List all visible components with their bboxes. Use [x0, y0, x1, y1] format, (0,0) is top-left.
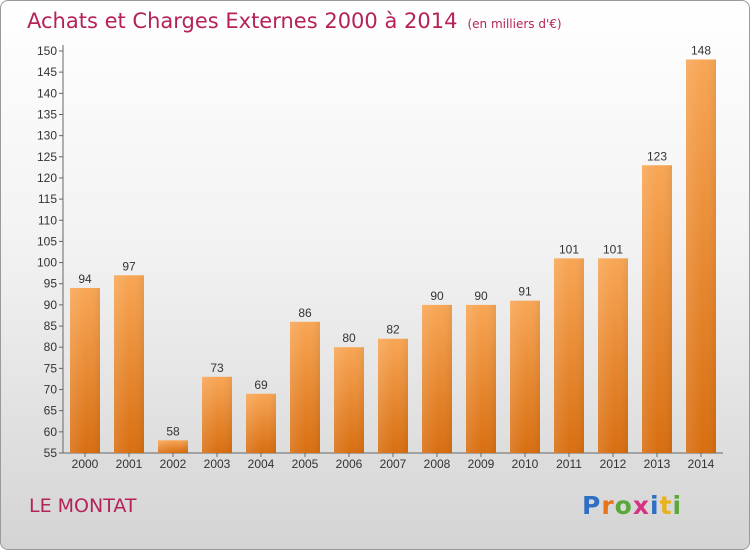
- x-tick-label: 2009: [468, 457, 495, 471]
- bar-shine: [378, 338, 408, 453]
- chart-title: Achats et Charges Externes 2000 à 2014 (e…: [27, 9, 562, 33]
- chart-title-text: Achats et Charges Externes 2000 à 2014: [27, 9, 458, 33]
- bar-shine: [70, 287, 100, 453]
- bar-shine: [290, 321, 320, 453]
- y-tick-label: 125: [37, 150, 57, 164]
- bar-shine: [334, 347, 364, 453]
- bar-value-label: 101: [603, 242, 623, 256]
- y-tick-label: 110: [38, 213, 57, 227]
- x-tick-label: 2001: [116, 457, 143, 471]
- bar-value-label: 148: [691, 43, 711, 57]
- y-tick-label: 65: [44, 404, 58, 418]
- y-tick-label: 135: [37, 107, 57, 121]
- bar-value-label: 97: [122, 259, 136, 273]
- y-tick-label: 55: [44, 446, 58, 460]
- x-tick-label: 2003: [204, 457, 231, 471]
- x-tick-label: 2005: [292, 457, 319, 471]
- bar-shine: [510, 300, 540, 453]
- y-tick-label: 85: [44, 319, 58, 333]
- y-tick-label: 145: [37, 65, 57, 79]
- bar-value-label: 91: [518, 285, 532, 299]
- y-tick-label: 120: [37, 171, 57, 185]
- bar-shine: [686, 59, 716, 453]
- y-tick-label: 105: [37, 234, 57, 248]
- bar-value-label: 80: [342, 331, 356, 345]
- y-tick-label: 70: [44, 383, 58, 397]
- y-tick-label: 75: [44, 361, 58, 375]
- bar-shine: [642, 165, 672, 453]
- bar-shine: [554, 258, 584, 453]
- y-tick-label: 140: [37, 86, 57, 100]
- bar-value-label: 101: [559, 242, 579, 256]
- y-tick-label: 130: [37, 129, 57, 143]
- x-tick-label: 2010: [512, 457, 539, 471]
- axes: 55 60 65 70 75 80 85 90 95 100 105 110 115 120 125 130 1…: [37, 44, 723, 471]
- commune-name: LE MONTAT: [29, 495, 137, 517]
- bar-shine: [114, 275, 144, 453]
- bar-shine: [246, 393, 276, 453]
- y-tick-label: 95: [44, 277, 58, 291]
- proxiti-logo: Proxiti: [582, 491, 683, 520]
- x-tick-label: 2008: [424, 457, 451, 471]
- x-tick-label: 2014: [688, 457, 715, 471]
- bar-value-label: 123: [647, 149, 667, 163]
- x-tick-label: 2011: [556, 457, 582, 471]
- bar-value-label: 86: [298, 306, 312, 320]
- bar-value-label: 73: [210, 361, 224, 375]
- x-tick-label: 2000: [72, 457, 99, 471]
- bar-value-label: 58: [166, 424, 180, 438]
- y-tick-label: 60: [44, 425, 58, 439]
- bar-shine: [466, 304, 496, 453]
- x-tick-label: 2007: [380, 457, 407, 471]
- x-tick-label: 2002: [160, 457, 187, 471]
- x-tick-label: 2012: [600, 457, 627, 471]
- y-tick-label: 80: [44, 340, 58, 354]
- bar-value-label: 94: [78, 272, 92, 286]
- x-tick-label: 2013: [644, 457, 671, 471]
- y-tick-label: 100: [37, 256, 57, 270]
- bar-value-label: 82: [386, 323, 400, 337]
- bars-group: [70, 59, 716, 453]
- bar-value-label: 90: [430, 289, 444, 303]
- bar-shine: [422, 304, 452, 453]
- bar-shine: [202, 376, 232, 453]
- chart-unit: (en milliers d'€): [467, 17, 562, 31]
- y-tick-label: 150: [37, 44, 57, 58]
- bar-shine: [158, 440, 188, 453]
- labels-group: 94 97 58 73 69 86 80 82 90 90 91 101 101 123 148: [78, 43, 711, 438]
- x-tick-label: 2004: [248, 457, 275, 471]
- bar-value-label: 90: [474, 289, 488, 303]
- bar-shine: [598, 258, 628, 453]
- y-tick-label: 90: [44, 298, 58, 312]
- y-tick-label: 115: [38, 192, 57, 206]
- bar-value-label: 69: [254, 378, 268, 392]
- x-tick-label: 2006: [336, 457, 363, 471]
